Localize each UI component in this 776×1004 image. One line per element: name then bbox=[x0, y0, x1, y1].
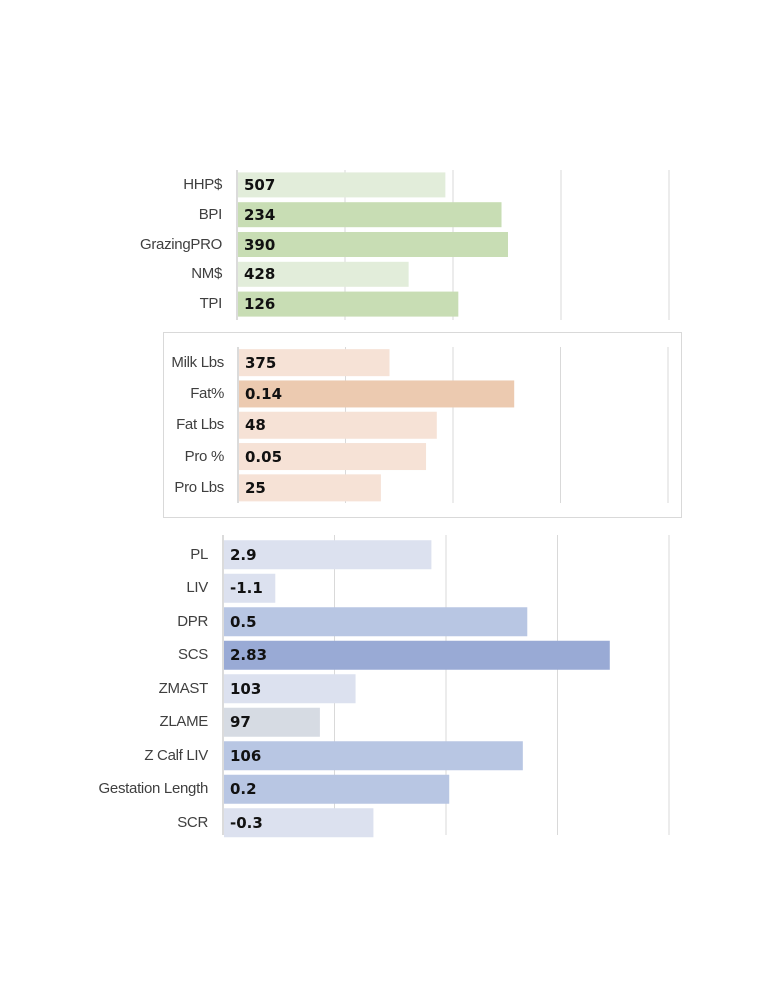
bar-fat-lbs bbox=[239, 411, 437, 439]
category-label: Pro Lbs bbox=[174, 478, 224, 496]
value-label: 0.14 bbox=[245, 384, 283, 403]
category-label: TPI bbox=[199, 295, 223, 313]
bar-zmast bbox=[224, 674, 356, 704]
chart-2-svg bbox=[222, 535, 670, 838]
category-label: SCS bbox=[178, 646, 208, 664]
value-label: 103 bbox=[230, 679, 262, 698]
category-label: HHP$ bbox=[183, 175, 222, 193]
value-label: 0.2 bbox=[230, 780, 257, 799]
value-label: -1.1 bbox=[230, 579, 263, 598]
value-label: 507 bbox=[244, 175, 276, 194]
value-label: 428 bbox=[244, 265, 276, 284]
bar-liv bbox=[224, 573, 276, 603]
category-label: Pro % bbox=[184, 447, 225, 465]
bar-nm- bbox=[238, 261, 409, 287]
value-label: 126 bbox=[244, 295, 276, 314]
bar-bpi bbox=[238, 202, 502, 228]
bar-hhp- bbox=[238, 172, 446, 198]
value-label: 375 bbox=[245, 353, 277, 372]
bar-fat- bbox=[239, 380, 515, 408]
bar-scs bbox=[224, 640, 610, 670]
category-label: Fat% bbox=[190, 384, 224, 402]
value-label: 2.9 bbox=[230, 545, 257, 564]
value-label: -0.3 bbox=[230, 813, 263, 832]
category-label: Fat Lbs bbox=[176, 416, 224, 434]
category-label: Z Calf LIV bbox=[144, 746, 208, 764]
category-label: ZMAST bbox=[158, 679, 209, 697]
bar-grazingpro bbox=[238, 232, 508, 257]
chart-panel-health-fertility: PL 2.9 LIV -1.1 DPR 0.5 SCS 2.83 ZMAST 103 ZLAME 97… bbox=[0, 535, 776, 838]
category-label: DPR bbox=[177, 612, 208, 630]
category-label: NM$ bbox=[191, 265, 222, 283]
value-label: 0.5 bbox=[230, 612, 257, 631]
chart-panel-production-frame bbox=[163, 332, 682, 518]
category-label: LIV bbox=[186, 579, 208, 597]
chart-panel-production: Milk Lbs 375 Fat% 0.14 Fat Lbs 48 Pro % 0.05 Pro… bbox=[0, 332, 776, 518]
category-label: BPI bbox=[198, 205, 223, 223]
category-label: GrazingPRO bbox=[139, 235, 222, 253]
value-label: 97 bbox=[230, 713, 251, 732]
bar-zlame bbox=[224, 707, 320, 737]
bar-z-calf-liv bbox=[224, 741, 523, 771]
category-label: Gestation Length bbox=[98, 780, 209, 798]
value-label: 48 bbox=[245, 416, 266, 435]
value-label: 25 bbox=[245, 478, 266, 497]
value-label: 234 bbox=[244, 205, 276, 224]
value-label: 106 bbox=[230, 746, 262, 765]
bar-gestation-length bbox=[224, 774, 450, 804]
bar-milk-lbs bbox=[239, 349, 390, 377]
category-label: PL bbox=[190, 545, 208, 563]
category-label: SCR bbox=[177, 813, 208, 831]
value-label: 2.83 bbox=[230, 646, 268, 665]
bar-pl bbox=[224, 540, 432, 570]
chart-1-svg bbox=[237, 347, 669, 503]
value-label: 390 bbox=[244, 235, 276, 254]
value-label: 0.05 bbox=[245, 447, 283, 466]
bar-tpi bbox=[238, 291, 459, 317]
bar-dpr bbox=[224, 607, 528, 637]
chart-panel-genetic-indexes: HHP$ 507 BPI 234 GrazingPRO 390 NM$ 428 TPI 126 bbox=[0, 165, 776, 325]
bar-scr bbox=[224, 808, 374, 838]
category-label: Milk Lbs bbox=[171, 353, 224, 371]
bar-pro-lbs bbox=[239, 474, 381, 502]
chart-0-svg bbox=[236, 170, 670, 320]
bar-pro- bbox=[239, 443, 427, 471]
category-label: ZLAME bbox=[159, 713, 208, 731]
